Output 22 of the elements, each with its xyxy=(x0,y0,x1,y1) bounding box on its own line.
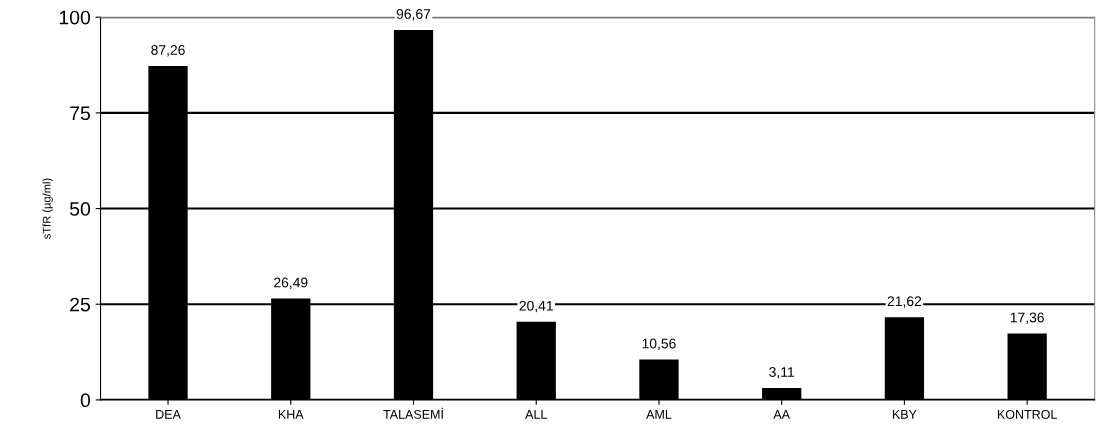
data-label: 96,67 xyxy=(396,9,431,21)
data-label: 87,26 xyxy=(151,45,185,57)
x-tick-label: ALL xyxy=(525,410,547,419)
x-tick-label: KBY xyxy=(892,410,917,419)
x-tick-label: KHA xyxy=(278,410,304,419)
y-tick-label: 0 xyxy=(80,393,91,408)
y-tick-label: 100 xyxy=(59,10,91,25)
y-axis-title: sTfR (µg/ml) xyxy=(42,178,53,239)
data-label: 17,36 xyxy=(1010,312,1044,325)
y-tick-label: 50 xyxy=(69,202,91,216)
data-label: 21,62 xyxy=(887,296,922,308)
data-label: 10,56 xyxy=(642,338,676,351)
data-label: 26,49 xyxy=(274,277,308,290)
y-tick-label: 25 xyxy=(70,297,90,312)
y-tick-label: 75 xyxy=(70,106,90,121)
data-label: 20,41 xyxy=(519,300,553,313)
x-tick-label: DEA xyxy=(156,410,181,419)
x-tick-label: KONTROL xyxy=(997,409,1057,419)
x-tick-label: AML xyxy=(646,410,672,419)
data-label: 3,11 xyxy=(769,367,795,379)
x-tick-label: TALASEMİ xyxy=(383,407,443,419)
x-tick-label: AA xyxy=(773,410,791,419)
